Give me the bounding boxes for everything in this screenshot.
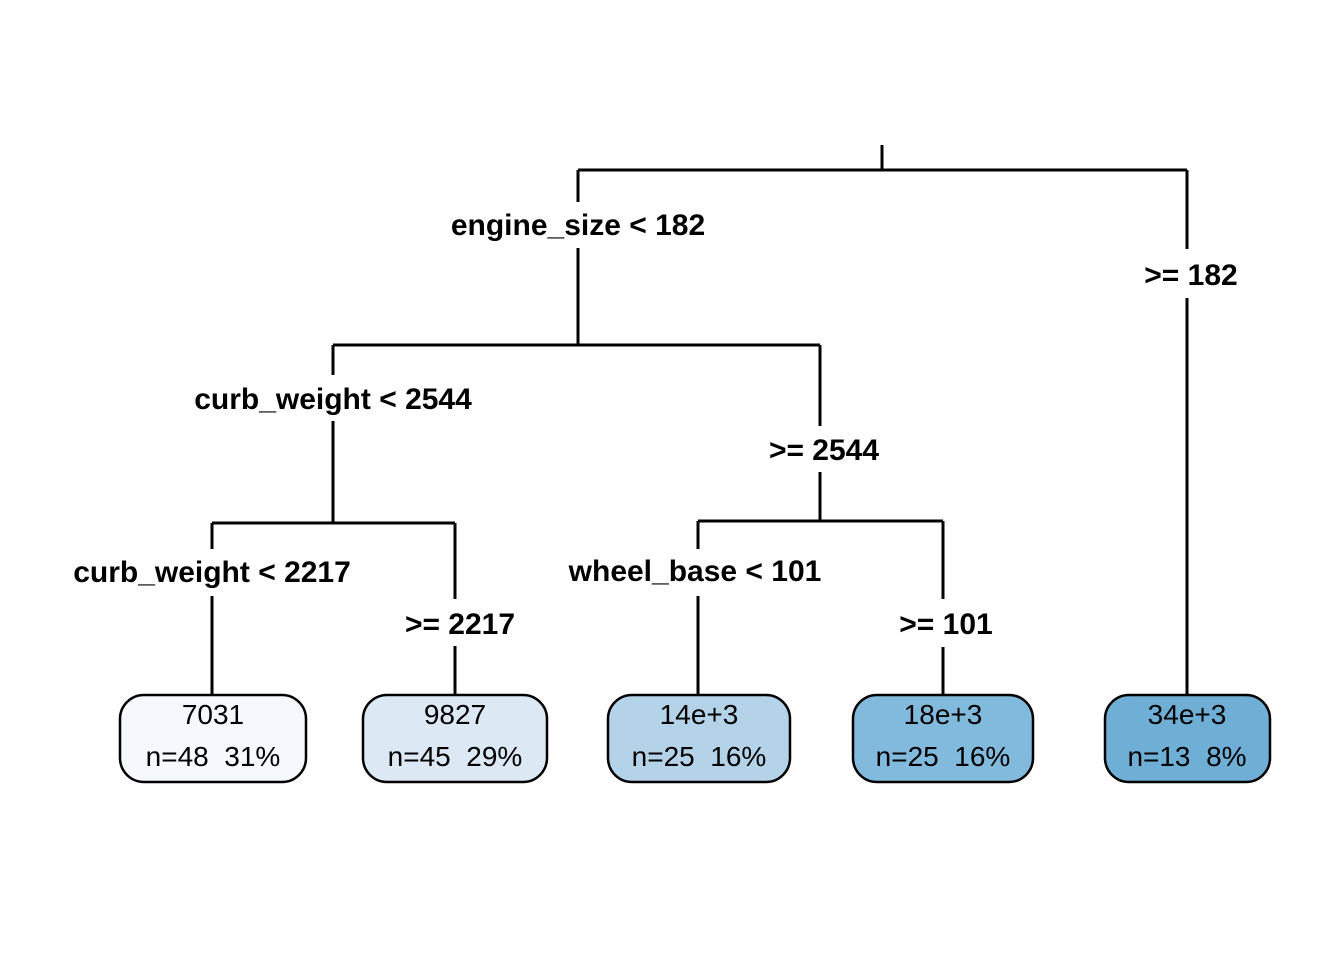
leaf2-box [361,693,549,784]
root-split-label: engine_size < 182 [451,209,705,242]
leaf4-box [851,693,1035,784]
leaf-node: 9827 n=45 29% [361,693,549,784]
left-left-split-label: curb_weight < 2217 [73,556,351,589]
leaf5-box [1103,693,1272,784]
leaf5-value: 34e+3 [1148,699,1227,730]
branch-lines [210,145,1189,696]
leaf-nodes: 7031 n=48 31% 9827 n=45 29% 14e+3 n=25 1… [118,693,1272,784]
left-right-label: >= 2544 [769,434,879,467]
leaf4-value: 18e+3 [904,699,983,730]
left-right-right-label: >= 101 [899,608,992,641]
left-right-split-label: wheel_base < 101 [568,555,822,588]
leaf1-value: 7031 [182,699,244,730]
root-right-label: >= 182 [1144,259,1237,292]
leaf-node: 7031 n=48 31% [118,693,308,784]
leaf2-value: 9827 [424,699,486,730]
leaf3-stats: n=25 16% [632,741,767,772]
leaf5-stats: n=13 8% [1127,741,1246,772]
leaf-node: 34e+3 n=13 8% [1103,693,1272,784]
leaf2-stats: n=45 29% [388,741,523,772]
leaf3-box [606,693,792,784]
leaf-node: 14e+3 n=25 16% [606,693,792,784]
left-left-right-label: >= 2217 [405,608,515,641]
leaf-node: 18e+3 n=25 16% [851,693,1035,784]
split-labels: engine_size < 182 >= 182 curb_weight < 2… [73,209,1238,641]
leaf3-value: 14e+3 [660,699,739,730]
left-split-label: curb_weight < 2544 [194,383,472,416]
leaf1-box [118,693,308,784]
leaf1-stats: n=48 31% [146,741,281,772]
leaf4-stats: n=25 16% [876,741,1011,772]
